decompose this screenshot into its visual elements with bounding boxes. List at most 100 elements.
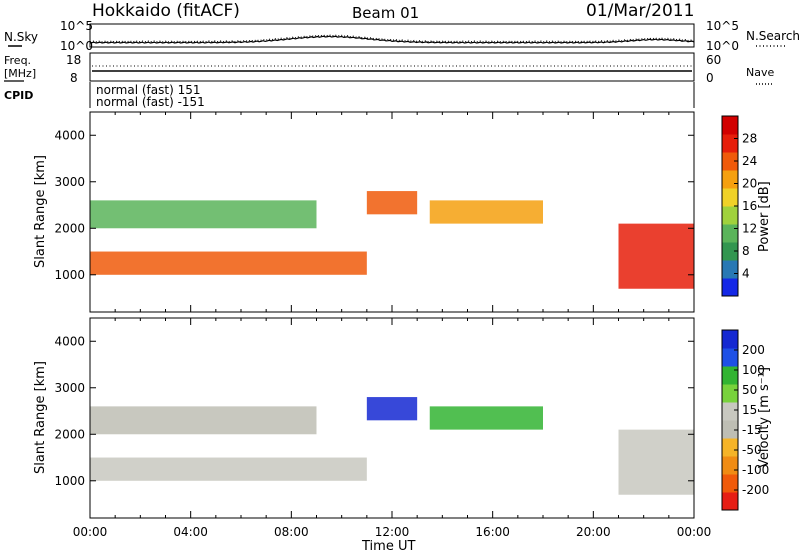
velocity-ylabel: Slant Range [km] <box>33 361 48 474</box>
power-panel: 1000 2000 3000 4000 Slant Range [km] <box>33 111 695 313</box>
colorbar-segment <box>722 366 738 385</box>
heatmap-feature <box>90 406 317 435</box>
colorbar-tick-label: 24 <box>742 154 757 168</box>
heatmap-feature <box>429 200 543 224</box>
colorbar-segment <box>722 474 738 493</box>
heatmap-feature <box>90 251 367 275</box>
power-x-ticks <box>89 112 695 312</box>
cpid-panel: CPID normal (fast) 151 normal (fast) -15… <box>4 82 695 109</box>
x-tick-label: 20:00 <box>576 525 611 539</box>
colorbar-segment <box>722 224 738 243</box>
nsky-right-tick-top: 10^5 <box>706 19 739 33</box>
colorbar-segment <box>722 152 738 171</box>
velocity-colorbar: 200 100 50 15 -15 -50 -100 -200 <box>721 329 769 511</box>
heatmap-feature <box>366 397 418 421</box>
colorbar-segment <box>722 188 738 207</box>
time-axis-title: Time UT <box>361 539 415 554</box>
colorbar-tick-label: 15 <box>742 403 757 417</box>
colorbar-segment <box>722 330 738 349</box>
cpid-entry-2: normal (fast) -151 <box>96 95 205 109</box>
nave-right-tick-bottom: 0 <box>706 71 714 85</box>
heatmap-feature <box>429 406 543 430</box>
power-colorbar: 28 24 20 16 12 8 4 <box>721 115 757 297</box>
heatmap-feature <box>366 191 418 215</box>
nsky-trace <box>89 35 695 44</box>
x-tick-label: 12:00 <box>375 525 410 539</box>
y-tick-label: 1000 <box>54 268 85 282</box>
nsky-left-tick-top: 10^5 <box>60 19 93 33</box>
colorbar-segment <box>722 260 738 279</box>
y-tick-label: 4000 <box>54 334 85 348</box>
freq-left-tick-bottom: 8 <box>70 71 78 85</box>
colorbar-segment <box>722 384 738 403</box>
velocity-panel: 1000 2000 3000 4000 Slant Range [km] <box>33 317 695 519</box>
heatmap-feature <box>618 223 694 289</box>
x-tick-label: 00:00 <box>677 525 712 539</box>
y-tick-label: 2000 <box>54 221 85 235</box>
y-tick-label: 4000 <box>54 128 85 142</box>
colorbar-tick-label: -200 <box>742 483 769 497</box>
freq-panel: Freq. [MHz] 18 8 60 0 Nave <box>4 52 774 85</box>
colorbar-tick-label: 16 <box>742 199 757 213</box>
station-title: Hokkaido (fitACF) <box>92 1 240 21</box>
y-tick-label: 3000 <box>54 175 85 189</box>
colorbar-segment <box>722 348 738 367</box>
nave-right-tick-top: 60 <box>706 53 721 67</box>
power-y-ticks: 1000 2000 3000 4000 <box>54 128 694 282</box>
x-tick-label: 00:00 <box>73 525 108 539</box>
colorbar-tick-label: 200 <box>742 343 765 357</box>
y-tick-label: 1000 <box>54 474 85 488</box>
velocity-heatmap-cells <box>90 397 694 495</box>
cpid-entry-1: normal (fast) 151 <box>96 83 200 97</box>
x-tick-label: 08:00 <box>274 525 309 539</box>
velocity-y-ticks: 1000 2000 3000 4000 <box>54 334 694 488</box>
colorbar-segment <box>722 170 738 189</box>
x-tick-label: 16:00 <box>475 525 510 539</box>
y-tick-label: 3000 <box>54 381 85 395</box>
colorbar-tick-label: 50 <box>742 383 757 397</box>
colorbar-tick-label: 28 <box>742 132 757 146</box>
colorbar-segment <box>722 402 738 421</box>
power-colorbar-label: Power [dB] <box>757 181 772 252</box>
power-ylabel: Slant Range [km] <box>33 155 48 268</box>
time-axis-labels: 00:00 04:00 08:00 12:00 16:00 20:00 00:00 <box>73 525 712 539</box>
colorbar-segment <box>722 438 738 457</box>
colorbar-frame <box>721 329 739 511</box>
beam-title: Beam 01 <box>352 4 419 22</box>
colorbar-segment <box>722 420 738 439</box>
freq-left-tick-top: 18 <box>66 53 81 67</box>
colorbar-segment <box>722 206 738 225</box>
colorbar-tick-label: -15 <box>742 423 762 437</box>
nsearch-label: N.Search <box>746 29 800 43</box>
y-tick-label: 2000 <box>54 427 85 441</box>
velocity-x-ticks <box>89 318 695 518</box>
colorbar-segment <box>722 116 738 135</box>
colorbar-segment <box>722 134 738 153</box>
power-heatmap-cells <box>90 191 694 289</box>
heatmap-feature <box>90 457 367 481</box>
x-tick-label: 04:00 <box>173 525 208 539</box>
colorbar-tick-label: 100 <box>742 363 765 377</box>
nsearch-trace <box>89 34 695 43</box>
colorbar-segment <box>722 278 738 297</box>
heatmap-feature <box>618 429 694 495</box>
colorbar-segment <box>722 456 738 475</box>
velocity-colorbar-label: Velocity [m s⁻¹] <box>757 367 772 468</box>
nsky-panel: N.Sky 10^5 10^0 10^5 10^0 N.Search <box>4 19 800 53</box>
colorbar-segment <box>722 242 738 261</box>
colorbar-tick-label: 20 <box>742 177 757 191</box>
nave-label: Nave <box>746 66 774 79</box>
colorbar-tick-label: 12 <box>742 222 757 236</box>
cpid-label: CPID <box>4 89 33 102</box>
colorbar-tick-label: 8 <box>742 244 750 258</box>
nsky-right-tick-bottom: 10^0 <box>706 39 739 53</box>
freq-unit: [MHz] <box>4 67 36 80</box>
nsky-label: N.Sky <box>4 30 38 44</box>
freq-label: Freq. <box>4 54 31 67</box>
heatmap-feature <box>90 200 317 229</box>
colorbar-segment <box>722 492 738 511</box>
colorbar-tick-label: 4 <box>742 267 750 281</box>
nsky-left-tick-bottom: 10^0 <box>60 39 93 53</box>
colorbar-tick-label: -100 <box>742 463 769 477</box>
